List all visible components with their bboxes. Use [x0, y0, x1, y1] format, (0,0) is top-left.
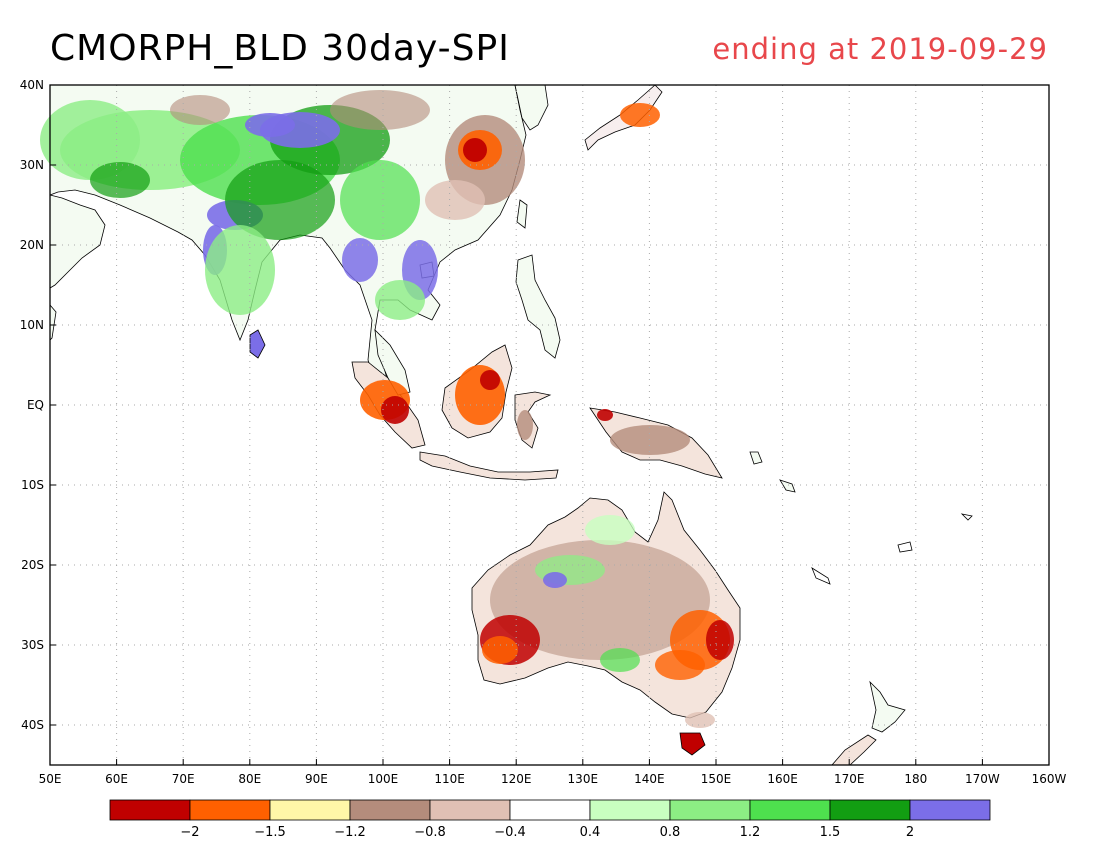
- solomon-islands: [749, 451, 796, 493]
- spi-patch: [620, 103, 660, 127]
- africa-edge: [49, 303, 57, 341]
- legend-label: 0.4: [580, 825, 601, 840]
- legend-label: −0.8: [414, 825, 446, 840]
- legend-swatch: [829, 799, 911, 821]
- legend-label: −2: [180, 825, 199, 840]
- legend-swatch: [589, 799, 671, 821]
- java-sunda: [419, 451, 559, 481]
- spi-patch: [425, 180, 485, 220]
- lat-label: 20S: [21, 558, 44, 572]
- lat-label: 30S: [21, 638, 44, 652]
- legend-label: 1.5: [820, 825, 841, 840]
- spi-patch: [482, 636, 518, 664]
- lon-label: 160W: [1032, 772, 1067, 786]
- spi-patch: [381, 396, 409, 424]
- new-caledonia: [811, 567, 831, 585]
- legend-label: 1.2: [740, 825, 761, 840]
- spi-patch: [655, 650, 705, 680]
- map-subtitle: ending at 2019-09-29: [712, 32, 1048, 66]
- lat-label: 20N: [20, 238, 44, 252]
- spi-patch: [585, 515, 635, 545]
- new-zealand-north: [869, 680, 906, 733]
- lat-label: 10S: [21, 478, 44, 492]
- legend-swatch: [349, 799, 431, 821]
- spi-patch: [90, 162, 150, 198]
- spi-patch: [610, 425, 690, 455]
- legend-swatch: [269, 799, 351, 821]
- legend-label: −1.5: [254, 825, 286, 840]
- spi-patch: [597, 409, 613, 421]
- spi-patch: [170, 95, 230, 125]
- legend-swatch: [429, 799, 511, 821]
- arabia: [49, 194, 106, 289]
- spi-patch: [600, 648, 640, 672]
- lat-label: 40N: [20, 78, 44, 92]
- lon-label: 50E: [39, 772, 62, 786]
- longitude-labels: 50E 60E 70E 80E 90E 100E 110E 120E 130E 140E 150E 1…: [39, 759, 1067, 786]
- tasmania: [679, 732, 706, 756]
- spi-patch: [342, 238, 378, 282]
- legend-label: 2: [906, 825, 914, 840]
- lon-label: 130E: [568, 772, 599, 786]
- spi-patch: [685, 712, 715, 728]
- fiji: [897, 513, 973, 553]
- color-legend: −2 −1.5 −1.2 −0.8 −0.4 0.4 0.8 1.2 1.5 2: [109, 799, 991, 840]
- lon-label: 150E: [701, 772, 732, 786]
- lat-label: 40S: [21, 718, 44, 732]
- lon-label: 80E: [238, 772, 261, 786]
- taiwan: [516, 199, 528, 229]
- spi-patches: [40, 90, 734, 728]
- spi-patch: [225, 160, 335, 240]
- spi-patch: [706, 620, 734, 660]
- lon-label: 70E: [172, 772, 195, 786]
- map-title: CMORPH_BLD 30day-SPI: [50, 28, 510, 69]
- lon-label: 110E: [434, 772, 465, 786]
- spi-patch: [340, 160, 420, 240]
- lon-label: 100E: [368, 772, 399, 786]
- sri-lanka: [249, 329, 266, 359]
- spi-patch: [205, 225, 275, 315]
- new-zealand-south: [831, 734, 877, 766]
- lon-label: 170E: [834, 772, 865, 786]
- lon-label: 180: [904, 772, 927, 786]
- lon-label: 170W: [965, 772, 1000, 786]
- spi-patch: [40, 100, 140, 180]
- legend-swatch: [189, 799, 271, 821]
- latitude-labels: 40N 30N 20N 10N EQ 10S 20S 30S 40S: [20, 78, 56, 732]
- lat-label: EQ: [27, 398, 44, 412]
- legend-label: −0.4: [494, 825, 526, 840]
- legend-swatch: [909, 799, 991, 821]
- legend-swatch: [509, 799, 591, 821]
- legend-swatch: [109, 799, 191, 821]
- spi-patch: [375, 280, 425, 320]
- lat-label: 10N: [20, 318, 44, 332]
- legend-swatch: [749, 799, 831, 821]
- lon-label: 60E: [105, 772, 128, 786]
- spi-patch: [330, 90, 430, 130]
- legend-swatch: [669, 799, 751, 821]
- lon-label: 160E: [767, 772, 798, 786]
- spi-patch: [543, 572, 567, 588]
- spi-patch: [245, 113, 295, 137]
- spi-patch: [517, 410, 533, 440]
- legend-label: −1.2: [334, 825, 366, 840]
- lat-label: 30N: [20, 158, 44, 172]
- lon-label: 90E: [305, 772, 328, 786]
- legend-label: 0.8: [660, 825, 681, 840]
- spi-patch: [480, 370, 500, 390]
- spi-patch: [463, 138, 487, 162]
- lon-label: 120E: [501, 772, 532, 786]
- map-frame: [49, 84, 1050, 766]
- philippines: [515, 254, 561, 359]
- lon-label: 140E: [634, 772, 665, 786]
